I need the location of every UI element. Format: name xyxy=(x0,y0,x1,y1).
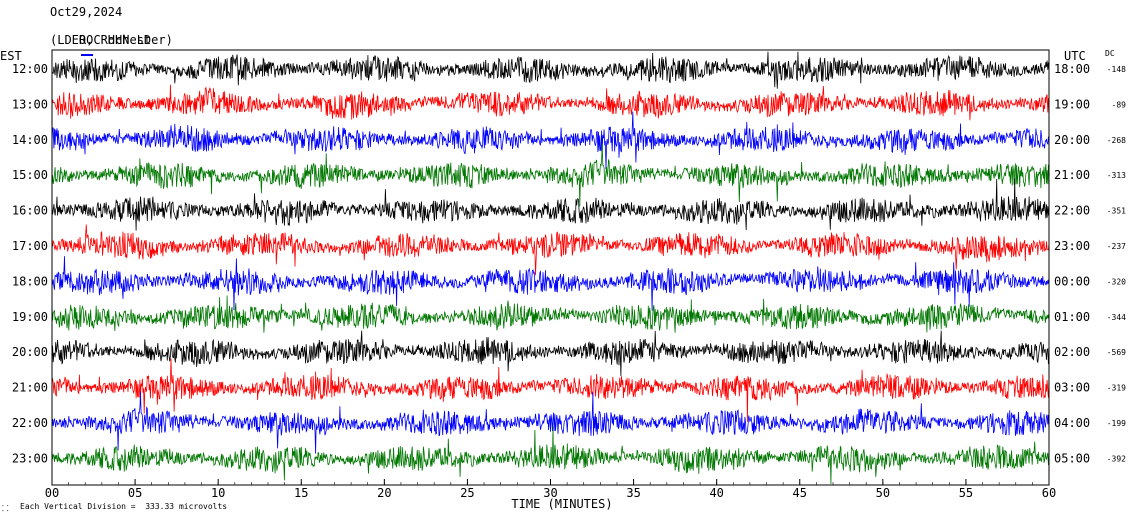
dc-value-label: -237 xyxy=(1107,242,1126,251)
trace-line-11 xyxy=(51,426,1050,485)
est-tick-label: 15:00 xyxy=(12,168,48,182)
utc-axis-label: UTC xyxy=(1064,49,1086,63)
x-tick-label: 60 xyxy=(1042,486,1056,500)
utc-tick-label: 18:00 xyxy=(1054,62,1090,76)
footer-scale-icon: ⸬ xyxy=(2,504,9,513)
trace-line-1 xyxy=(51,84,1050,121)
chart-station: ROC HHN LD xyxy=(50,19,151,75)
utc-tick-label: 03:00 xyxy=(1054,381,1090,395)
x-tick-label: 55 xyxy=(959,486,973,500)
utc-tick-label: 04:00 xyxy=(1054,416,1090,430)
trace-line-5 xyxy=(51,224,1050,276)
x-tick-label: 50 xyxy=(876,486,890,500)
x-tick-label: 45 xyxy=(793,486,807,500)
utc-tick-label: 23:00 xyxy=(1054,239,1090,253)
est-tick-label: 12:00 xyxy=(12,62,48,76)
est-tick-label: 19:00 xyxy=(12,310,48,324)
x-tick-label: 00 xyxy=(45,486,59,500)
est-tick-label: 18:00 xyxy=(12,274,48,288)
x-tick-label: 20 xyxy=(377,486,391,500)
dc-axis-label: DC xyxy=(1105,49,1115,58)
chart-location: (LDEO, Rochester) xyxy=(50,33,173,47)
trace-line-2 xyxy=(51,111,1050,170)
trace-line-8 xyxy=(51,330,1050,377)
trace-line-10 xyxy=(51,391,1050,454)
est-tick-label: 16:00 xyxy=(12,204,48,218)
x-tick-label: 10 xyxy=(211,486,225,500)
axes-group: 12:00 18:00 -148 13:00 19:00 -89 14:00 20:00 -26… xyxy=(0,49,1126,511)
est-tick-label: 21:00 xyxy=(12,381,48,395)
x-tick-label: 35 xyxy=(626,486,640,500)
trace-line-9 xyxy=(51,358,1050,422)
chart-date: Oct29,2024 xyxy=(50,5,123,19)
trace-line-0 xyxy=(51,51,1050,89)
dc-value-label: -351 xyxy=(1107,207,1126,216)
dc-value-label: -569 xyxy=(1107,348,1126,357)
dc-value-label: -320 xyxy=(1107,277,1126,286)
est-tick-label: 17:00 xyxy=(12,239,48,253)
dc-value-label: -392 xyxy=(1107,454,1126,463)
utc-tick-label: 02:00 xyxy=(1054,345,1090,359)
utc-tick-label: 00:00 xyxy=(1054,274,1090,288)
est-axis-label: EST xyxy=(0,49,22,63)
x-tick-label: 30 xyxy=(543,486,557,500)
trace-line-6 xyxy=(51,256,1050,311)
dc-value-label: -148 xyxy=(1107,65,1126,74)
trace-line-4 xyxy=(51,178,1050,231)
trace-group xyxy=(51,51,1050,485)
trace-line-3 xyxy=(51,143,1050,207)
est-tick-label: 22:00 xyxy=(12,416,48,430)
x-tick-label: 15 xyxy=(294,486,308,500)
est-tick-label: 20:00 xyxy=(12,345,48,359)
est-tick-label: 23:00 xyxy=(12,451,48,465)
utc-tick-label: 21:00 xyxy=(1054,168,1090,182)
dc-value-label: -199 xyxy=(1107,419,1126,428)
x-axis-title: TIME (MINUTES) xyxy=(511,497,612,511)
utc-tick-label: 20:00 xyxy=(1054,133,1090,147)
utc-tick-label: 22:00 xyxy=(1054,204,1090,218)
dc-value-label: -89 xyxy=(1112,100,1127,109)
est-tick-label: 13:00 xyxy=(12,97,48,111)
est-tick-label: 14:00 xyxy=(12,133,48,147)
utc-tick-label: 05:00 xyxy=(1054,451,1090,465)
footer-note: Each Vertical Division = 333.33 microvol… xyxy=(20,502,228,511)
x-tick-label: 25 xyxy=(460,486,474,500)
x-tick-label: 40 xyxy=(709,486,723,500)
dc-value-label: -268 xyxy=(1107,136,1126,145)
utc-tick-label: 19:00 xyxy=(1054,97,1090,111)
dc-value-label: -313 xyxy=(1107,171,1126,180)
dc-value-label: -319 xyxy=(1107,384,1126,393)
x-tick-label: 05 xyxy=(128,486,142,500)
trace-line-7 xyxy=(51,295,1050,333)
dc-value-label: -344 xyxy=(1107,313,1126,322)
station-legend-line-icon xyxy=(80,53,93,56)
station-name: ROC HHN LD xyxy=(78,33,152,47)
utc-tick-label: 01:00 xyxy=(1054,310,1090,324)
